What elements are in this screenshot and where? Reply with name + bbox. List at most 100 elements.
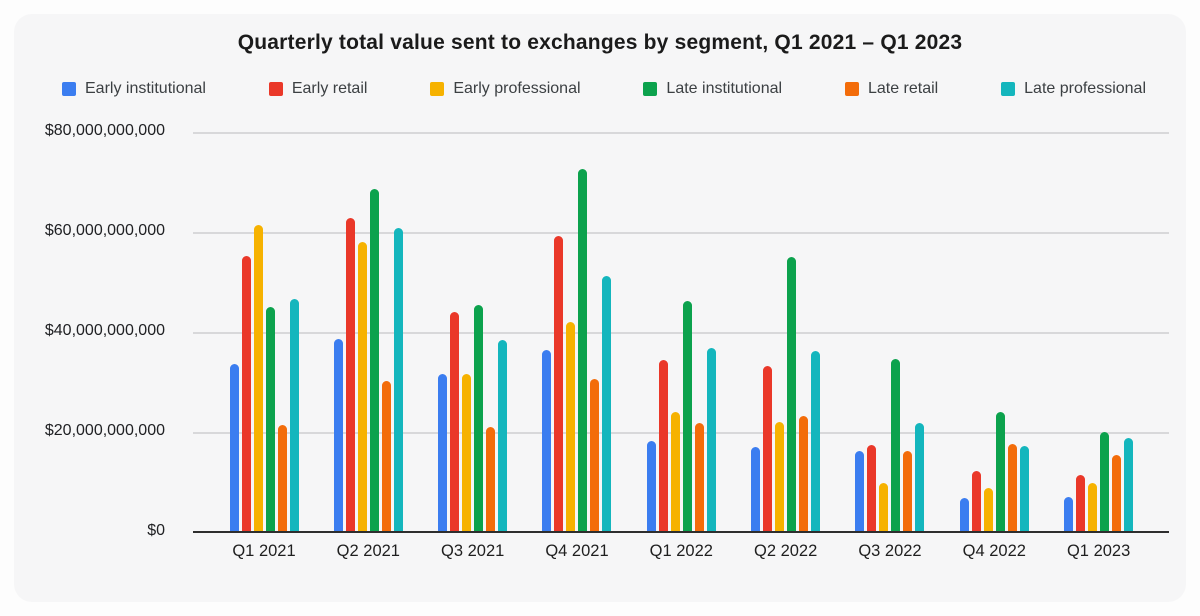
bar-late-retail-q2-2021[interactable] <box>381 380 391 532</box>
legend-swatch-late-institutional <box>643 82 658 96</box>
bar-late-institutional-q4-2022[interactable] <box>995 412 1005 532</box>
bar-group-q4-2021 <box>542 169 612 532</box>
bar-late-retail-q4-2022[interactable] <box>1007 444 1017 532</box>
bar-group-q2-2021 <box>333 189 403 532</box>
legend-label: Early professional <box>453 80 581 97</box>
legend-item-late-professional[interactable]: Late professional <box>1001 80 1146 98</box>
chart-card: Quarterly total value sent to exchanges … <box>14 14 1186 602</box>
bar-late-professional-q1-2021[interactable] <box>289 299 299 532</box>
legend-swatch-early-professional <box>430 82 445 96</box>
bar-late-institutional-q2-2022[interactable] <box>787 256 797 532</box>
bar-early-professional-q4-2021[interactable] <box>566 322 576 532</box>
legend-item-early-professional[interactable]: Early professional <box>430 80 581 98</box>
bar-early-retail-q1-2021[interactable] <box>241 255 251 532</box>
legend-label: Late institutional <box>666 80 783 97</box>
x-tick-label: Q1 2021 <box>232 542 296 560</box>
bar-early-institutional-q4-2022[interactable] <box>959 497 969 532</box>
bar-early-retail-q3-2021[interactable] <box>450 311 460 532</box>
bar-group-q1-2021 <box>229 225 299 532</box>
gridline <box>193 132 1169 134</box>
gridline <box>193 332 1169 334</box>
bar-early-retail-q4-2021[interactable] <box>554 236 564 532</box>
legend-label: Late professional <box>1024 80 1146 97</box>
bar-late-professional-q1-2022[interactable] <box>706 348 716 532</box>
bar-late-retail-q3-2021[interactable] <box>486 426 496 532</box>
bar-early-institutional-q1-2021[interactable] <box>229 363 239 532</box>
bar-late-professional-q3-2022[interactable] <box>915 422 925 532</box>
bar-early-institutional-q1-2023[interactable] <box>1064 496 1074 532</box>
bar-early-professional-q4-2022[interactable] <box>983 488 993 532</box>
bar-early-professional-q3-2022[interactable] <box>879 482 889 532</box>
bar-early-professional-q2-2021[interactable] <box>357 242 367 532</box>
legend-item-early-retail[interactable]: Early retail <box>268 80 367 98</box>
y-tick-label: $60,000,000,000 <box>44 222 165 239</box>
bar-early-retail-q1-2023[interactable] <box>1076 474 1086 532</box>
legend-label: Late retail <box>867 80 939 97</box>
gridline <box>193 432 1169 434</box>
bar-group-q1-2023 <box>1064 432 1134 532</box>
bar-late-retail-q1-2021[interactable] <box>277 425 287 532</box>
bar-late-professional-q4-2022[interactable] <box>1019 446 1029 532</box>
bar-late-institutional-q3-2021[interactable] <box>474 305 484 532</box>
bar-late-professional-q3-2021[interactable] <box>498 339 508 532</box>
bar-early-institutional-q3-2022[interactable] <box>855 450 865 532</box>
bar-late-retail-q2-2022[interactable] <box>799 416 809 532</box>
bar-late-institutional-q1-2022[interactable] <box>682 301 692 532</box>
legend-swatch-late-retail <box>844 82 859 96</box>
bar-early-institutional-q4-2021[interactable] <box>542 350 552 532</box>
bar-late-institutional-q4-2021[interactable] <box>578 169 588 532</box>
bar-group-q2-2022 <box>751 256 821 532</box>
gridline <box>193 232 1169 234</box>
bar-late-retail-q1-2022[interactable] <box>694 423 704 532</box>
bar-late-retail-q3-2022[interactable] <box>903 450 913 532</box>
bar-late-institutional-q3-2022[interactable] <box>891 359 901 532</box>
bar-group-q3-2022 <box>855 359 925 532</box>
legend-swatch-early-retail <box>268 82 283 96</box>
bar-late-professional-q2-2022[interactable] <box>811 351 821 532</box>
bar-late-professional-q1-2023[interactable] <box>1124 437 1134 532</box>
x-tick-label: Q3 2021 <box>441 542 505 560</box>
legend-item-late-retail[interactable]: Late retail <box>844 80 939 98</box>
legend-item-late-institutional[interactable]: Late institutional <box>643 80 782 98</box>
bar-early-retail-q1-2022[interactable] <box>658 359 668 532</box>
bar-early-institutional-q2-2022[interactable] <box>751 447 761 532</box>
bar-early-retail-q2-2021[interactable] <box>345 218 355 532</box>
bar-early-professional-q1-2021[interactable] <box>253 225 263 532</box>
y-tick-label: $0 <box>147 522 165 539</box>
legend: Early institutional Early retail Early pro… <box>62 80 1146 98</box>
x-axis-line <box>193 530 1169 533</box>
y-tick-label: $20,000,000,000 <box>44 422 165 439</box>
legend-label: Early institutional <box>85 80 206 97</box>
legend-item-early-institutional[interactable]: Early institutional <box>62 80 206 98</box>
bar-late-institutional-q2-2021[interactable] <box>369 189 379 532</box>
bar-late-institutional-q1-2021[interactable] <box>265 307 275 532</box>
x-tick-label: Q2 2021 <box>336 542 400 560</box>
bar-early-professional-q1-2023[interactable] <box>1088 482 1098 532</box>
x-tick-label: Q3 2022 <box>858 542 922 560</box>
bar-late-institutional-q1-2023[interactable] <box>1100 432 1110 532</box>
bar-early-professional-q2-2022[interactable] <box>775 421 785 532</box>
bar-group-q4-2022 <box>959 412 1029 532</box>
bar-late-professional-q2-2021[interactable] <box>393 227 403 532</box>
bar-late-professional-q4-2021[interactable] <box>602 275 612 532</box>
bar-early-professional-q3-2021[interactable] <box>462 373 472 532</box>
legend-swatch-late-professional <box>1001 82 1016 96</box>
bar-early-institutional-q1-2022[interactable] <box>646 441 656 532</box>
x-tick-label: Q1 2023 <box>1066 542 1131 560</box>
bar-late-retail-q1-2023[interactable] <box>1112 455 1122 532</box>
y-tick-label: $80,000,000,000 <box>44 122 165 139</box>
chart-title: Quarterly total value sent to exchanges … <box>237 31 963 54</box>
bar-early-retail-q4-2022[interactable] <box>971 471 981 532</box>
bar-early-professional-q1-2022[interactable] <box>670 411 680 532</box>
bar-early-institutional-q3-2021[interactable] <box>438 374 448 532</box>
y-tick-label: $40,000,000,000 <box>44 322 165 339</box>
x-tick-label: Q1 2022 <box>649 542 713 560</box>
bar-group-q3-2021 <box>438 305 508 532</box>
bar-early-retail-q3-2022[interactable] <box>867 444 877 532</box>
bar-group-q1-2022 <box>646 301 716 532</box>
bar-early-retail-q2-2022[interactable] <box>763 365 773 532</box>
plot-area: Q1 2021 Q2 2021 Q3 2021 Q4 2021 Q1 2022 Q2 20… <box>193 132 1169 560</box>
bar-early-institutional-q2-2021[interactable] <box>333 338 343 532</box>
x-tick-label: Q4 2022 <box>962 542 1026 560</box>
bar-late-retail-q4-2021[interactable] <box>590 378 600 532</box>
